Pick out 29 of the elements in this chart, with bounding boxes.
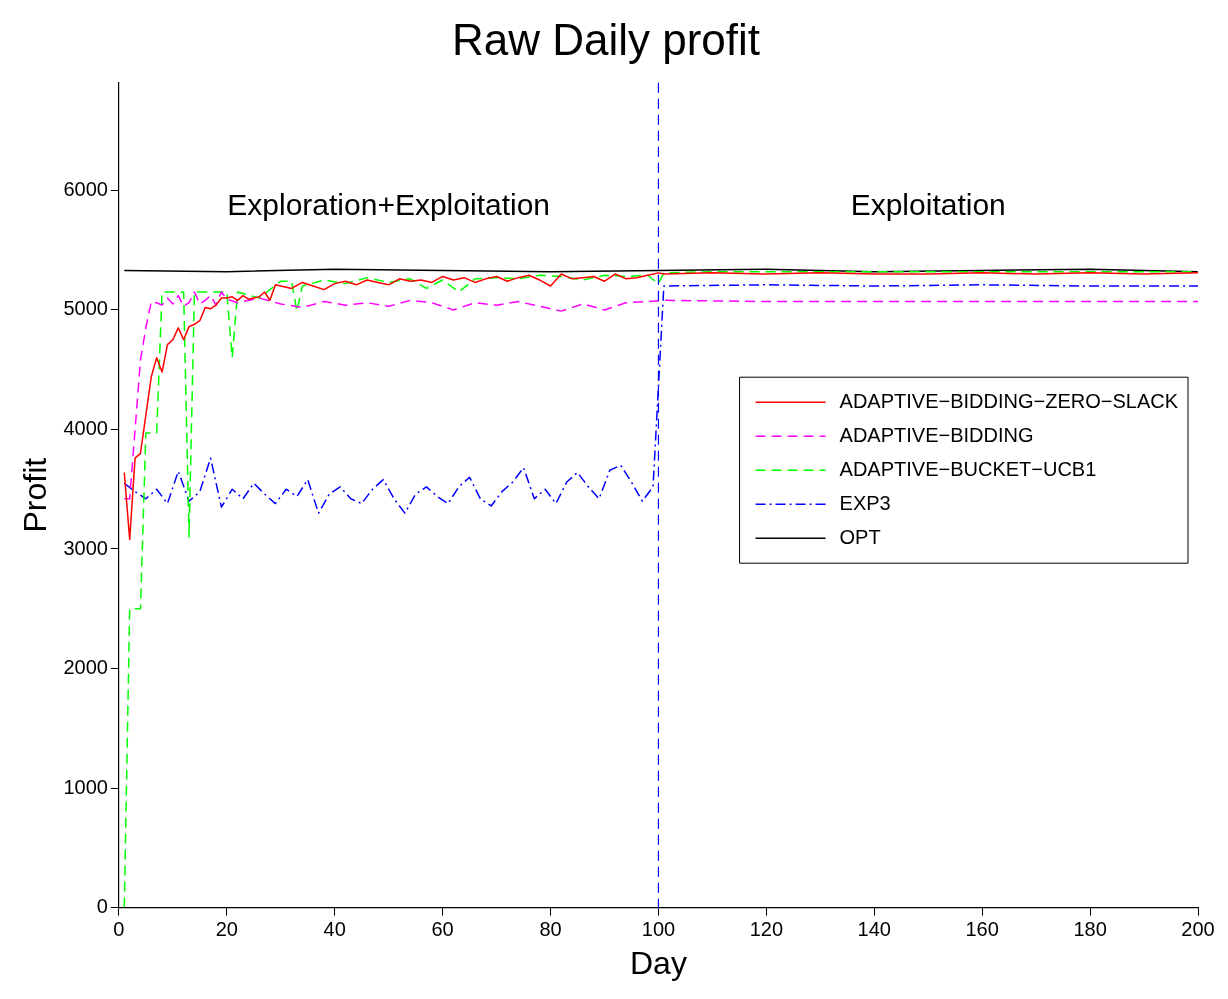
y-tick-label: 6000: [63, 177, 108, 200]
line-series: [123, 270, 1198, 908]
x-tick-label: 60: [431, 918, 454, 941]
y-tick-label: 0: [96, 895, 108, 918]
x-tick-label: 160: [965, 918, 999, 941]
legend-label: ADAPTIVE−BUCKET−UCB1: [839, 457, 1097, 480]
chart-title: Raw Daily profit: [451, 14, 761, 64]
legend-label: ADAPTIVE−BIDDING: [839, 423, 1034, 446]
x-tick-label: 100: [641, 918, 676, 941]
x-tick-label: 200: [1181, 918, 1215, 941]
legend-label: ADAPTIVE−BIDDING−ZERO−SLACK: [839, 389, 1179, 412]
legend-label: OPT: [839, 525, 881, 548]
y-tick-label: 4000: [63, 416, 108, 439]
x-axis-title: Day: [629, 944, 687, 981]
y-tick-label: 3000: [63, 536, 108, 559]
y-tick-label: 2000: [63, 656, 108, 679]
annotation: Exploitation: [850, 187, 1006, 221]
y-axis-title: Profit: [17, 457, 54, 533]
y-tick-label: 5000: [63, 297, 108, 320]
x-tick-label: 80: [539, 918, 562, 941]
legend-label: EXP3: [839, 491, 891, 514]
x-tick-label: 180: [1073, 918, 1107, 941]
x-tick-label: 40: [323, 918, 346, 941]
x-tick-label: 0: [113, 918, 125, 941]
annotation: Exploration+Exploitation: [227, 187, 551, 221]
x-tick-label: 120: [749, 918, 784, 941]
x-tick-label: 140: [857, 918, 891, 941]
y-tick-label: 1000: [63, 775, 108, 798]
x-tick-label: 20: [215, 918, 238, 941]
